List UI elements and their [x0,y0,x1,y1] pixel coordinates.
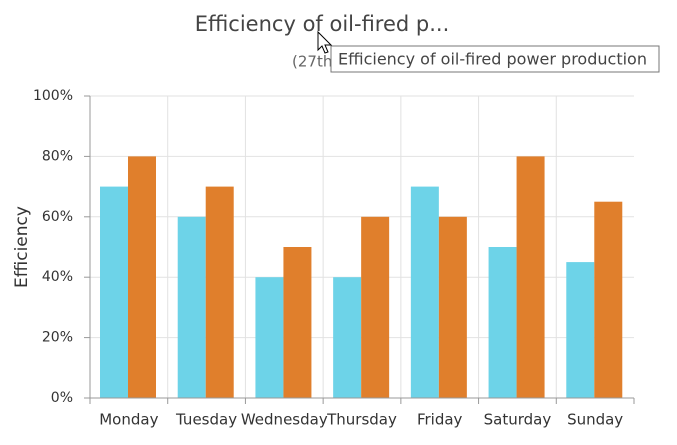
bar [361,216,390,398]
x-tick-label: Thursday [326,411,397,429]
x-tick-label: Sunday [567,411,623,429]
y-tick-label: 40% [42,269,73,285]
chart-subtitle: (27th [292,53,332,71]
bar [333,277,362,398]
y-tick-label: 100% [33,88,73,104]
bar [128,156,156,398]
bar [205,186,234,398]
bar [177,216,206,398]
x-tick-label: Wednesday [241,411,328,429]
plot: 0% 20% 40% 60% 80% 100% Monday Tuesday Wednesday… [33,88,635,429]
y-tick-label: 80% [42,148,73,164]
y-tick-label: 0% [51,390,73,406]
bar [255,277,284,398]
tooltip: Efficiency of oil-fired power production [338,50,647,69]
bar [410,186,439,398]
y-axis-label: Efficiency [12,206,32,288]
bar [516,156,545,398]
x-tick-label: Tuesday [175,411,237,429]
chart-title: Efficiency of oil-fired p... [195,12,450,36]
x-tick-label: Friday [417,411,463,429]
y-tick-label: 20% [42,330,73,346]
x-tick-label: Saturday [484,411,552,429]
bar [594,201,623,398]
bar [438,216,467,398]
bar [488,247,517,398]
bar [283,247,312,398]
tooltip-box [330,45,660,73]
bar [566,262,595,398]
bar [100,186,128,398]
y-tick-label: 60% [42,209,73,225]
cursor [317,30,333,54]
x-tick-label: Monday [99,411,158,429]
